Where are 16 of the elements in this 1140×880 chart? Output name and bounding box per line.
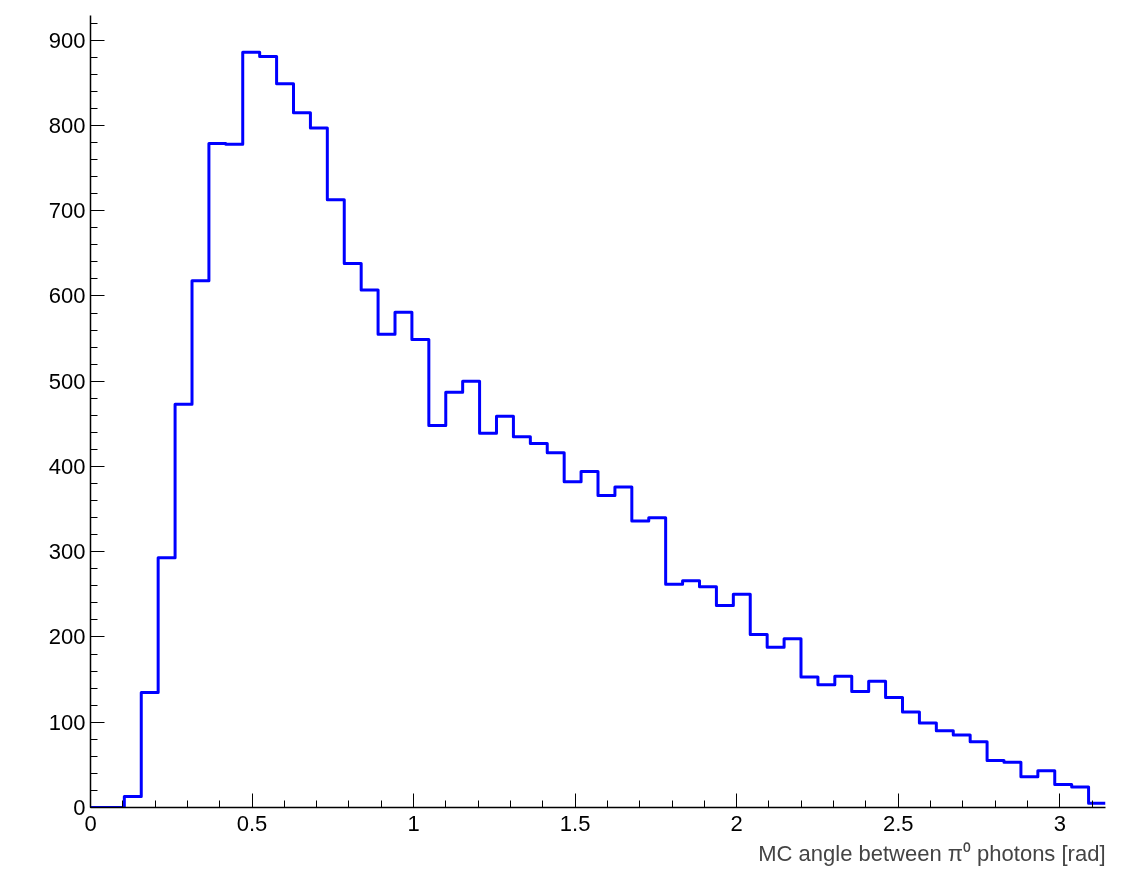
x-tick-label: 2 xyxy=(730,810,743,836)
y-tick-label: 300 xyxy=(48,539,86,565)
y-tick-label: 600 xyxy=(48,283,86,309)
x-axis-title: MC angle between π⁰ photons [rad] xyxy=(758,840,1106,866)
x-tick-label: 1.5 xyxy=(559,810,591,836)
y-tick-label: 100 xyxy=(48,709,86,735)
y-tick-label: 700 xyxy=(48,198,86,224)
y-tick-label: 500 xyxy=(48,368,86,394)
x-tick-label: 0.5 xyxy=(236,810,268,836)
y-tick-label: 400 xyxy=(48,453,86,479)
y-tick-label: 900 xyxy=(48,27,86,53)
y-tick-label: 800 xyxy=(48,112,86,138)
x-tick-label: 2.5 xyxy=(882,810,914,836)
x-tick-label: 3 xyxy=(1053,810,1066,836)
x-tick-label: 1 xyxy=(407,810,420,836)
y-tick-label: 200 xyxy=(48,624,86,650)
